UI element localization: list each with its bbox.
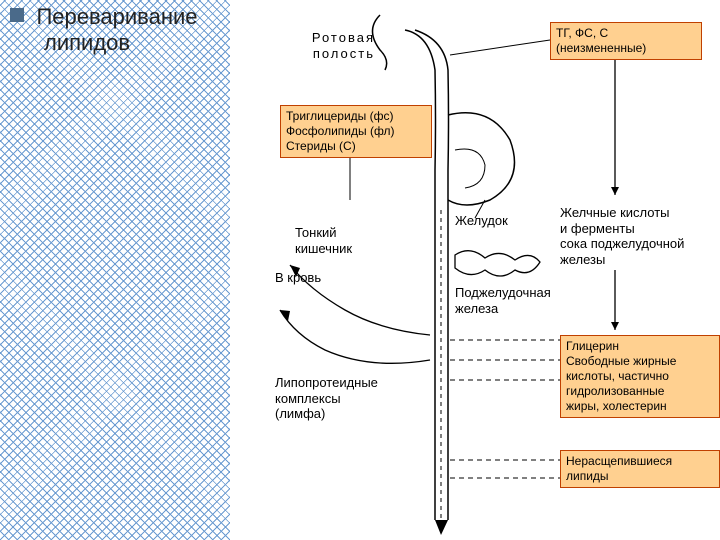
lipo-l1: Липопротеидные [275, 375, 378, 390]
si-l1: Тонкий [295, 225, 337, 240]
tr-l1: ТГ, ФС, С [556, 26, 608, 40]
undig-l1: Нерасщепившиеся [566, 454, 672, 468]
trig-l1: Триглицериды (фс) [286, 109, 393, 123]
si-l2: кишечник [295, 241, 352, 256]
label-stomach: Желудок [455, 213, 508, 229]
box-glycerin: Глицерин Свободные жирные кислоты, части… [560, 335, 720, 418]
undig-l2: липиды [566, 469, 609, 483]
bullet-square [10, 8, 24, 22]
lipo-l2: комплексы [275, 391, 341, 406]
label-to-blood: В кровь [275, 270, 321, 286]
glyc-l4: гидролизованные [566, 384, 664, 398]
glyc-l1: Глицерин [566, 339, 619, 353]
bile-l2: и ферменты [560, 221, 635, 236]
label-lipoprotein: Липопротеидные комплексы (лимфа) [275, 375, 378, 422]
oral-l1: Ротовая [312, 30, 375, 45]
tr-l2: (неизмененные) [556, 41, 646, 55]
trig-l2: Фосфолипиды (фл) [286, 124, 395, 138]
slide-title: Переваривание липидов [0, 0, 208, 64]
title-line2: липидов [44, 30, 198, 56]
oral-l2: полость [313, 46, 375, 61]
box-undigested: Нерасщепившиеся липиды [560, 450, 720, 488]
box-triglycerides: Триглицериды (фс) Фосфолипиды (фл) Стери… [280, 105, 432, 158]
box-top-right: ТГ, ФС, С (неизмененные) [550, 22, 702, 60]
bile-l1: Желчные кислоты [560, 205, 670, 220]
label-pancreas: Поджелудочная железа [455, 285, 551, 316]
title-line1: Переваривание [36, 4, 197, 29]
pan-l2: железа [455, 301, 498, 316]
glyc-l2: Свободные жирные [566, 354, 676, 368]
label-bile: Желчные кислоты и ферменты сока поджелуд… [560, 205, 684, 267]
label-small-intestine: Тонкий кишечник [295, 225, 352, 256]
bile-l4: железы [560, 252, 605, 267]
diagram-area: Ротовая полость Желудок Тонкий кишечник … [230, 0, 720, 540]
trig-l3: Стериды (С) [286, 139, 356, 153]
bile-l3: сока поджелудочной [560, 236, 684, 251]
pan-l1: Поджелудочная [455, 285, 551, 300]
glyc-l3: кислоты, частично [566, 369, 669, 383]
background-hatch [0, 0, 230, 540]
label-oral-cavity: Ротовая полость [305, 30, 375, 61]
glyc-l5: жиры, холестерин [566, 399, 667, 413]
lipo-l3: (лимфа) [275, 406, 325, 421]
